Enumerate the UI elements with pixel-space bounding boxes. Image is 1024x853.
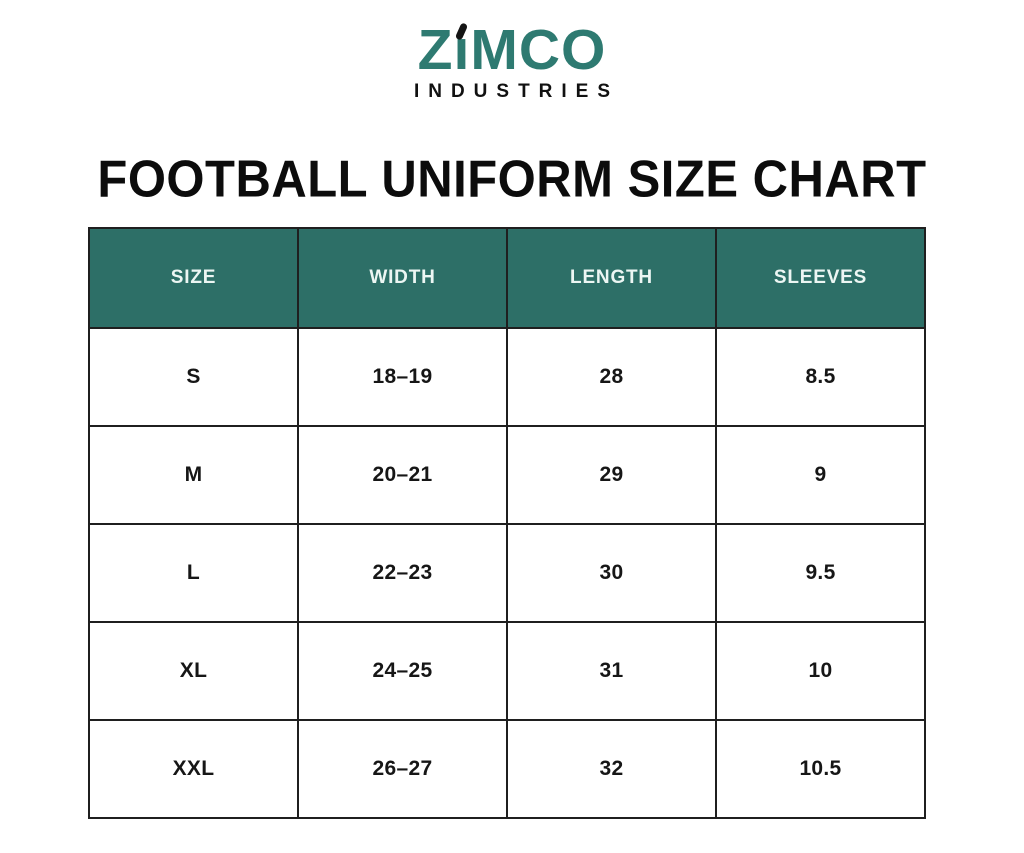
cell-size: XL bbox=[88, 621, 299, 721]
brand-subtitle: INDUSTRIES bbox=[413, 81, 620, 102]
cell-length: 28 bbox=[506, 327, 717, 427]
header-row: SIZE WIDTH LENGTH SLEEVES bbox=[88, 227, 926, 329]
cell-length: 30 bbox=[506, 523, 717, 623]
cell-width: 20–21 bbox=[297, 425, 508, 525]
table-row: XL 24–25 31 10 bbox=[88, 621, 926, 721]
cell-length: 32 bbox=[506, 719, 717, 819]
cell-sleeves: 9.5 bbox=[715, 523, 926, 623]
header-cell-sleeves: SLEEVES bbox=[715, 227, 926, 329]
cell-size: L bbox=[88, 523, 299, 623]
cell-sleeves: 9 bbox=[715, 425, 926, 525]
header-cell-length: LENGTH bbox=[506, 227, 717, 329]
cell-width: 18–19 bbox=[297, 327, 508, 427]
cell-size: XXL bbox=[88, 719, 299, 819]
cell-sleeves: 8.5 bbox=[715, 327, 926, 427]
brand-wordmark-i: ı bbox=[454, 22, 471, 79]
size-chart-table: SIZE WIDTH LENGTH SLEEVES S 18–19 28 8.5… bbox=[88, 227, 926, 819]
size-chart-body: S 18–19 28 8.5 M 20–21 29 9 L 22–23 30 9… bbox=[88, 327, 926, 819]
header-cell-size: SIZE bbox=[88, 227, 299, 329]
header-cell-width: WIDTH bbox=[297, 227, 508, 329]
cell-length: 29 bbox=[506, 425, 717, 525]
table-row: M 20–21 29 9 bbox=[88, 425, 926, 525]
cell-sleeves: 10.5 bbox=[715, 719, 926, 819]
cell-size: S bbox=[88, 327, 299, 427]
brand-wordmark-z: Z bbox=[417, 18, 454, 82]
cell-width: 24–25 bbox=[297, 621, 508, 721]
brand-wordmark-mco: MCO bbox=[470, 18, 607, 82]
cell-size: M bbox=[88, 425, 299, 525]
cell-width: 26–27 bbox=[297, 719, 508, 819]
page-title: FOOTBALL UNIFORM SIZE CHART bbox=[97, 151, 927, 209]
table-row: S 18–19 28 8.5 bbox=[88, 327, 926, 427]
table-row: XXL 26–27 32 10.5 bbox=[88, 719, 926, 819]
table-row: L 22–23 30 9.5 bbox=[88, 523, 926, 623]
cell-length: 31 bbox=[506, 621, 717, 721]
size-chart-header: SIZE WIDTH LENGTH SLEEVES bbox=[88, 227, 926, 329]
cell-width: 22–23 bbox=[297, 523, 508, 623]
cell-sleeves: 10 bbox=[715, 621, 926, 721]
